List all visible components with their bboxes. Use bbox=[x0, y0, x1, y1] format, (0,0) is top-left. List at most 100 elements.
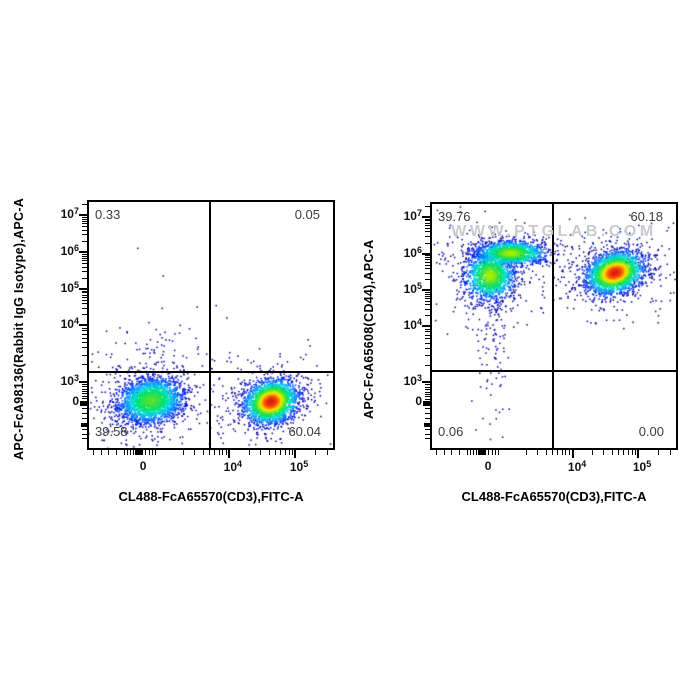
y-axis-minor-tick bbox=[425, 231, 430, 232]
y-axis-minor-tick bbox=[425, 268, 430, 269]
y-axis-minor-tick bbox=[82, 219, 87, 220]
x-axis-minor-tick bbox=[260, 450, 261, 455]
x-axis-minor-tick bbox=[670, 450, 671, 455]
x-axis-minor-tick bbox=[155, 450, 156, 455]
x-axis-minor-tick bbox=[127, 450, 128, 455]
y-axis-minor-tick bbox=[82, 204, 87, 205]
x-axis-minor-tick bbox=[214, 450, 215, 455]
quadrant-percent-bottom-left: 0.06 bbox=[438, 424, 464, 439]
x-axis-minor-tick bbox=[209, 450, 210, 455]
y-axis-major-tick bbox=[422, 289, 430, 291]
quadrant-gate-vertical-line bbox=[209, 202, 211, 448]
y-axis-minor-tick bbox=[425, 304, 430, 305]
x-axis-major-tick bbox=[294, 450, 296, 458]
y-axis-minor-tick bbox=[82, 398, 87, 399]
y-axis-minor-tick bbox=[82, 429, 87, 430]
y-axis-minor-tick bbox=[425, 348, 430, 349]
y-axis-minor-tick bbox=[425, 294, 430, 295]
y-axis-minor-tick bbox=[425, 408, 430, 409]
y-axis-tick-label: 104 bbox=[403, 317, 422, 332]
x-axis-minor-tick bbox=[315, 450, 316, 455]
x-axis-minor-tick bbox=[124, 450, 125, 455]
y-axis-minor-tick bbox=[425, 429, 430, 430]
x-axis-minor-tick bbox=[285, 450, 286, 455]
x-axis-minor-tick bbox=[473, 450, 474, 455]
x-axis-minor-tick bbox=[93, 450, 94, 455]
y-axis-tick-label: 106 bbox=[403, 244, 422, 260]
y-axis-minor-tick bbox=[82, 300, 87, 301]
x-axis-minor-tick bbox=[658, 450, 659, 455]
y-axis-minor-tick bbox=[425, 243, 430, 244]
y-axis-minor-tick bbox=[82, 330, 87, 331]
x-axis-major-tick bbox=[637, 450, 639, 458]
y-axis-zero-bold-tick bbox=[423, 401, 430, 406]
y-axis-minor-tick bbox=[82, 391, 87, 392]
y-axis-minor-tick bbox=[82, 226, 87, 227]
x-axis-minor-tick bbox=[130, 450, 131, 455]
x-axis-minor-tick bbox=[219, 450, 220, 455]
y-axis-minor-tick bbox=[82, 223, 87, 224]
y-axis-tick-label: 106 bbox=[60, 243, 79, 258]
y-axis-tick-label: 107 bbox=[60, 206, 79, 221]
x-axis-minor-tick bbox=[565, 450, 566, 455]
x-axis-minor-tick bbox=[152, 450, 153, 455]
x-axis-tick-label: 104 bbox=[567, 459, 587, 474]
y-axis-bold-tick bbox=[81, 423, 87, 427]
y-axis-minor-tick bbox=[425, 387, 430, 388]
y-axis-major-tick bbox=[79, 288, 87, 290]
y-axis-minor-tick bbox=[82, 267, 87, 268]
y-axis-label: APC-FcA65608(CD44),APC-A bbox=[362, 239, 376, 419]
y-axis-minor-tick bbox=[82, 389, 87, 390]
y-axis-minor-tick bbox=[425, 394, 430, 395]
x-axis-minor-tick bbox=[467, 450, 468, 455]
quadrant-percent-bottom-left: 39.58 bbox=[95, 424, 128, 439]
y-axis-minor-tick bbox=[82, 256, 87, 257]
y-axis-minor-tick bbox=[82, 295, 87, 296]
y-axis-minor-tick bbox=[425, 220, 430, 221]
y-axis-minor-tick bbox=[425, 259, 430, 260]
x-axis-minor-tick bbox=[618, 450, 619, 455]
quadrant-gate-horizontal-line bbox=[432, 370, 676, 372]
y-axis-minor-tick bbox=[425, 343, 430, 344]
x-axis-minor-tick bbox=[145, 450, 146, 455]
y-axis-minor-tick bbox=[425, 262, 430, 263]
y-axis-tick-label: 104 bbox=[60, 316, 79, 331]
x-axis-minor-tick bbox=[280, 450, 281, 455]
y-axis-minor-tick bbox=[425, 392, 430, 393]
x-axis-minor-tick bbox=[498, 450, 499, 455]
y-axis-minor-tick bbox=[82, 234, 87, 235]
x-axis-minor-tick bbox=[101, 450, 102, 455]
x-axis-minor-tick bbox=[537, 450, 538, 455]
y-axis-minor-tick bbox=[425, 219, 430, 220]
x-axis-minor-tick bbox=[546, 450, 547, 455]
x-axis-minor-tick bbox=[495, 450, 496, 455]
y-axis-tick-label: 105 bbox=[60, 280, 79, 295]
y-axis-major-tick bbox=[422, 325, 430, 327]
y-axis-minor-tick bbox=[425, 296, 430, 297]
x-axis-minor-tick bbox=[116, 450, 117, 455]
x-axis-zero-bold-tick bbox=[135, 450, 143, 455]
x-axis-minor-tick bbox=[451, 450, 452, 455]
y-axis-minor-tick bbox=[425, 438, 430, 439]
y-axis-minor-tick bbox=[82, 291, 87, 292]
x-axis-minor-tick bbox=[226, 450, 227, 455]
y-axis-minor-tick bbox=[82, 292, 87, 293]
y-axis-minor-tick bbox=[82, 338, 87, 339]
x-axis-label: CL488-FcA65570(CD3),FITC-A bbox=[118, 489, 304, 504]
y-axis-minor-tick bbox=[425, 309, 430, 310]
x-axis-tick-label: 105 bbox=[289, 459, 309, 474]
y-axis-minor-tick bbox=[425, 236, 430, 237]
x-axis-minor-tick bbox=[592, 450, 593, 455]
quadrant-percent-top-left: 39.76 bbox=[438, 209, 471, 224]
y-axis-minor-tick bbox=[425, 329, 430, 330]
y-axis-minor-tick bbox=[425, 273, 430, 274]
x-axis-minor-tick bbox=[476, 450, 477, 455]
plot-area: 0.33 0.05 39.58 60.04 bbox=[87, 200, 335, 450]
y-axis-minor-tick bbox=[425, 206, 430, 207]
x-axis-minor-tick bbox=[632, 450, 633, 455]
y-axis-minor-tick bbox=[82, 278, 87, 279]
quadrant-gate-horizontal-line bbox=[89, 371, 333, 373]
y-axis-minor-tick bbox=[425, 399, 430, 400]
